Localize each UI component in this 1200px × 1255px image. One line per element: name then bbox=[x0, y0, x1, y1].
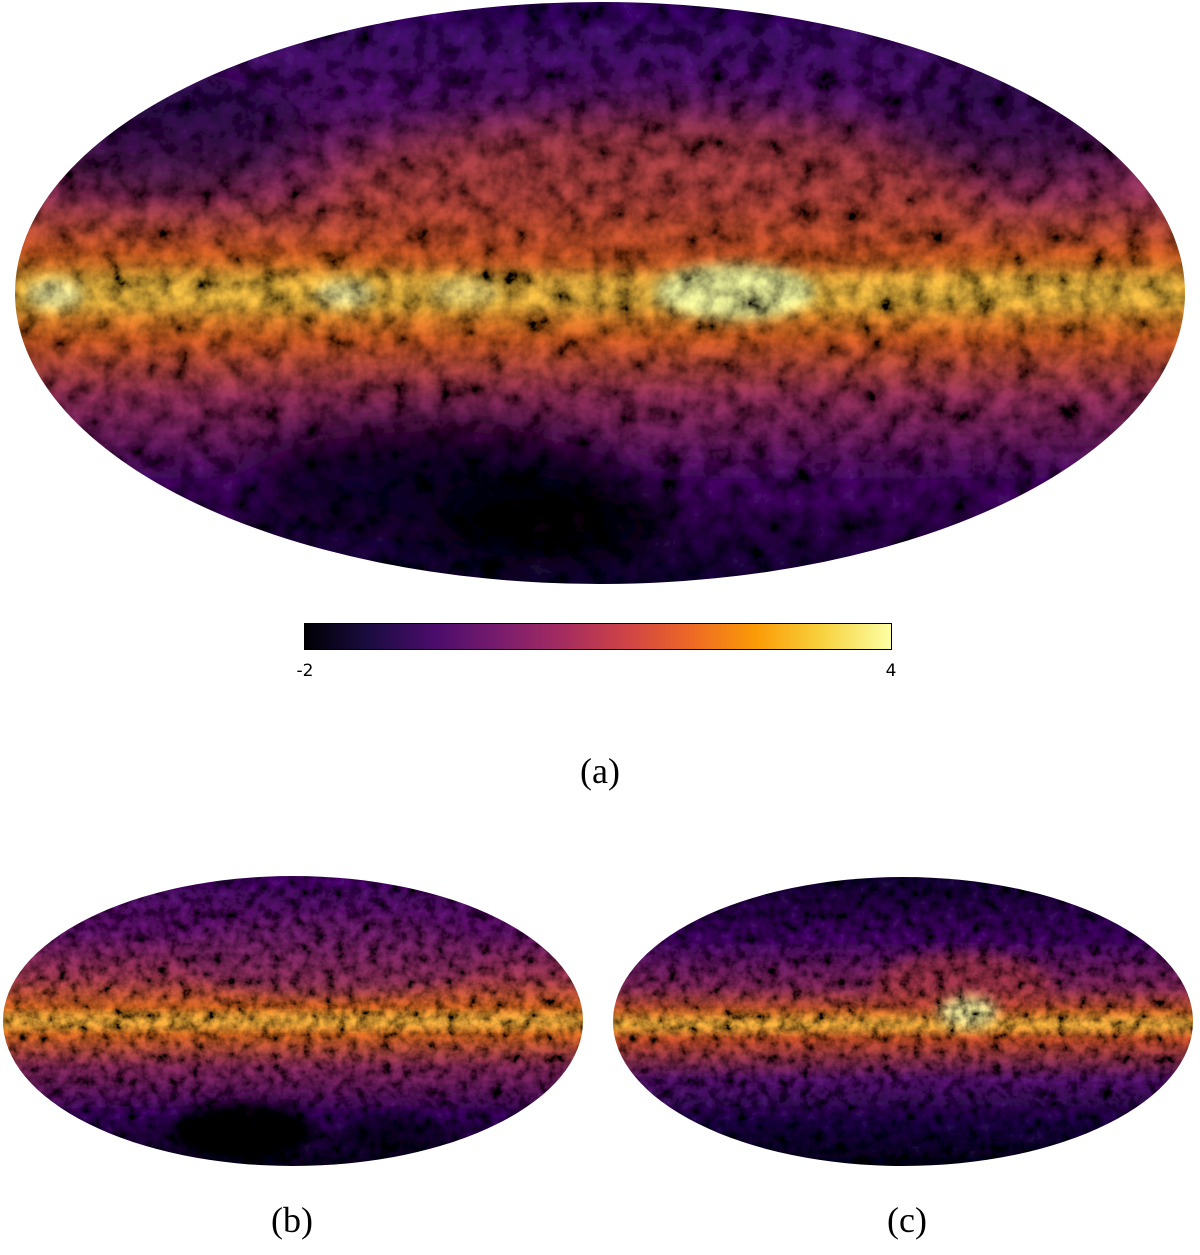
panel-label-a: (a) bbox=[580, 751, 620, 791]
sky-map-a bbox=[15, 2, 1185, 584]
sky-map-b bbox=[3, 876, 583, 1166]
colorbar-max-label: 4 bbox=[885, 661, 897, 681]
panel-label-b: (b) bbox=[271, 1200, 313, 1240]
colorbar bbox=[304, 623, 892, 650]
sky-map-c bbox=[613, 877, 1193, 1166]
colorbar-min-label: -2 bbox=[296, 661, 314, 681]
panel-label-c: (c) bbox=[887, 1200, 927, 1240]
